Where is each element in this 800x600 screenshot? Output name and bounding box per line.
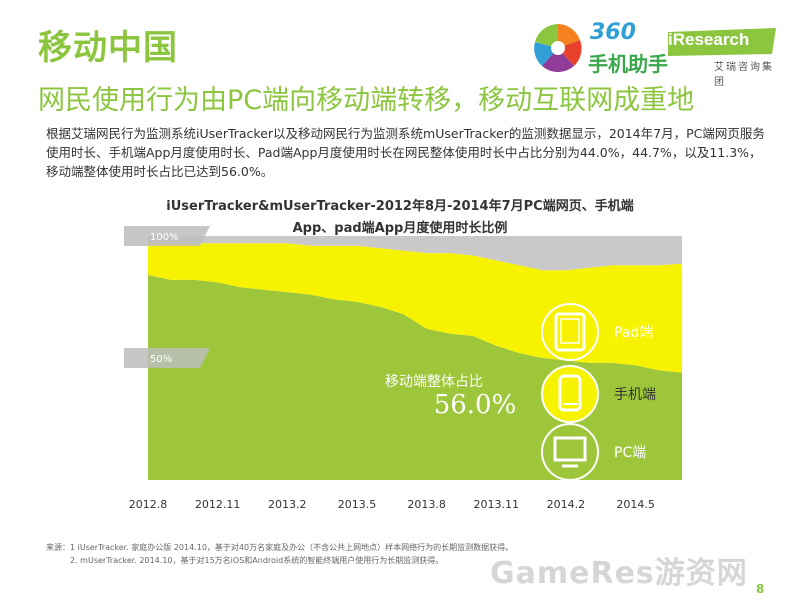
- chart-title-line1: iUserTracker&mUserTracker-2012年8月-2014年7…: [166, 199, 634, 214]
- source-line-1: 来源：1 iUserTracker. 家庭办公版 2014.10，基于对40万名…: [46, 543, 514, 552]
- intro-paragraph: 根据艾瑞网民行为监测系统iUserTracker以及移动网民行为监测系统mUse…: [46, 126, 765, 179]
- area-phone: [148, 243, 682, 373]
- iresearch-subtitle: 艾瑞咨询集团: [714, 62, 774, 88]
- logo-360-number: 360: [590, 20, 636, 45]
- logo-360-text: 手机助手: [588, 52, 668, 76]
- legend-label: 手机端: [614, 387, 656, 403]
- annotation-value: 56.0%: [434, 390, 517, 420]
- logo-iresearch: iResearch 艾瑞咨询集团: [668, 28, 780, 88]
- legend-item: 手机端: [541, 365, 656, 423]
- chart-y-markers: 100% 50%: [124, 226, 210, 368]
- page-subtitle: 网民使用行为由PC端向移动端转移，移动互联网成重地: [38, 85, 695, 116]
- source-note: 来源：1 iUserTracker. 家庭办公版 2014.10，基于对40万名…: [46, 541, 646, 567]
- iresearch-wordmark: iResearch: [668, 30, 750, 49]
- x-tick-label: 2012.11: [195, 498, 241, 511]
- y-marker-tab: [124, 348, 210, 368]
- x-tick-label: 2013.8: [407, 498, 446, 511]
- x-tick-label: 2013.2: [268, 498, 307, 511]
- watermark: GameRes游资网: [490, 556, 748, 591]
- legend-item: PC端: [541, 423, 646, 481]
- page-number: 8: [756, 582, 765, 596]
- legend-item: Pad端: [541, 303, 653, 361]
- monitor-icon: [541, 423, 599, 481]
- chart-areas: [148, 236, 682, 480]
- tablet-icon: [541, 303, 599, 361]
- x-tick-label: 2013.11: [474, 498, 520, 511]
- source-line-2: 2. mUserTracker. 2014.10，基于对15万名iOS和Andr…: [70, 556, 444, 565]
- x-tick-label: 2012.8: [129, 498, 168, 511]
- y-marker-label: 50%: [150, 354, 172, 365]
- area-pad: [148, 236, 682, 271]
- chart-x-axis: 2012.8 2012.11 2013.2 2013.5 2013.8 2013.11 20…: [129, 498, 655, 511]
- iresearch-banner-icon: [668, 28, 776, 56]
- x-tick-label: 2014.2: [547, 498, 586, 511]
- phone-icon: [541, 365, 599, 423]
- legend-label: PC端: [614, 445, 646, 461]
- logo-360-mark-icon: [532, 22, 584, 74]
- x-tick-label: 2014.5: [616, 498, 655, 511]
- page-title: 移动中国: [38, 28, 178, 68]
- area-pc: [148, 275, 682, 480]
- annotation-label: 移动端整体占比: [385, 374, 483, 390]
- logo-360: 360 手机助手: [530, 20, 670, 78]
- legend-label: Pad端: [614, 325, 653, 341]
- chart-title-line2: App、pad端App月度使用时长比例: [292, 221, 508, 236]
- x-tick-label: 2013.5: [338, 498, 377, 511]
- y-marker-label: 100%: [150, 232, 179, 243]
- y-marker-tab: [124, 226, 210, 246]
